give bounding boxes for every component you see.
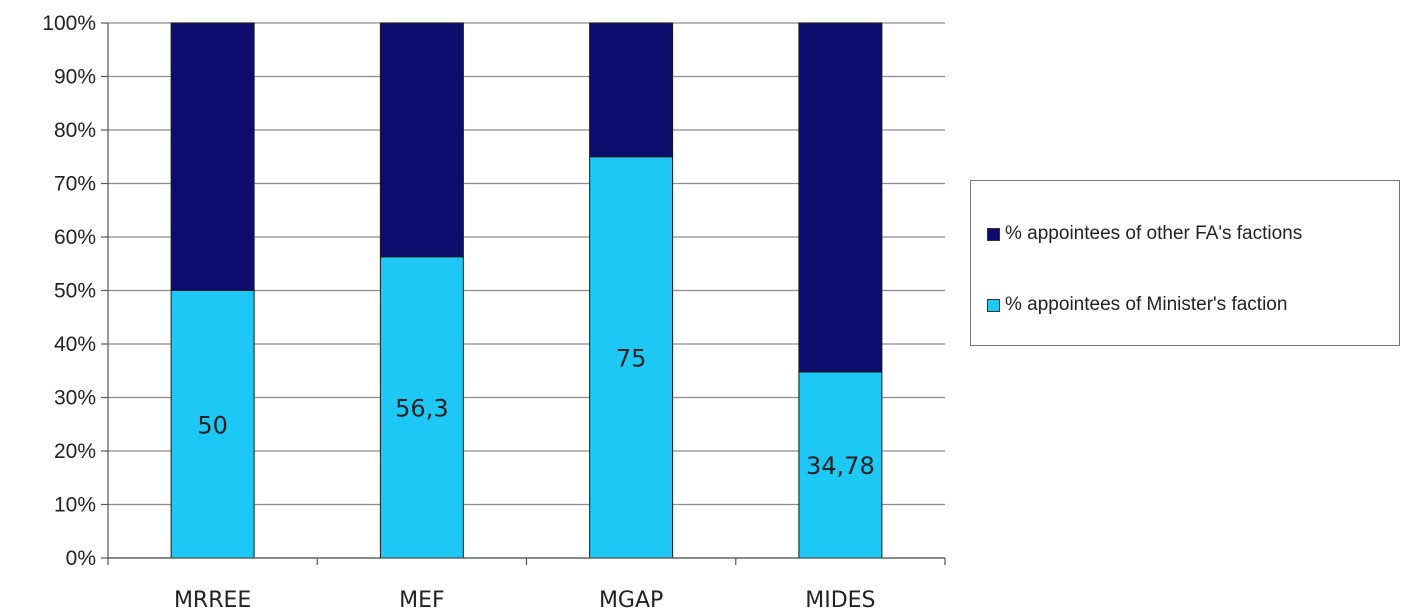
legend-label-other-factions: % appointees of other FA's factions <box>1005 223 1303 244</box>
data-label-mides: 34,78 <box>806 452 875 480</box>
x-category-label: MGAP <box>599 588 663 612</box>
stacked-bar-chart: 0%10%20%30%40%50%60%70%80%90%100% MRREE M… <box>42 12 946 612</box>
bar-segment-minister-faction-mides <box>798 371 883 559</box>
legend-item-other-factions: % appointees of other FA's factions <box>987 223 1302 245</box>
data-label-mrree: 50 <box>197 411 228 439</box>
category-labels: MRREE MEF MGAP MIDES <box>174 588 876 612</box>
y-tick-label: 100% <box>42 12 96 35</box>
y-tick-label: 50% <box>54 280 96 303</box>
y-tick-label: 70% <box>54 173 96 196</box>
bar-segment-other-factions-mrree <box>170 22 255 291</box>
y-tick-label: 80% <box>54 119 96 142</box>
data-labels: 50 56,3 75 34,78 <box>197 344 874 480</box>
x-category-label: MEF <box>399 588 445 612</box>
bar-segment-minister-faction-mgap <box>589 156 674 559</box>
legend-swatch-minister-faction <box>987 298 1000 312</box>
y-tick-label: 60% <box>54 226 96 249</box>
bar-segment-minister-faction-mef <box>379 256 464 559</box>
legend-swatch-other-factions <box>987 227 1000 241</box>
legend: % appointees of other FA's factions % ap… <box>970 180 1400 346</box>
y-tick-label: 20% <box>54 440 96 463</box>
legend-item-minister-faction: % appointees of Minister's faction <box>987 294 1287 316</box>
legend-label-minister-faction: % appointees of Minister's faction <box>1005 294 1288 315</box>
data-label-mgap: 75 <box>616 344 647 372</box>
bar-segment-other-factions-mgap <box>589 22 674 158</box>
x-category-label: MIDES <box>805 588 875 612</box>
y-tick-label: 40% <box>54 333 96 356</box>
y-tick-label: 90% <box>54 66 96 89</box>
y-tick-labels: 0% 10% 20% 30% 40% 50% 60% 70% 80% 90% 100% <box>42 12 96 570</box>
bars <box>170 22 883 559</box>
y-tick-label: 30% <box>54 387 96 410</box>
bar-segment-minister-faction-mrree <box>170 290 255 559</box>
axes <box>101 22 946 565</box>
bar-segment-other-factions-mef <box>379 22 464 258</box>
y-tick-label: 0% <box>66 547 96 570</box>
y-tick-label: 10% <box>54 494 96 517</box>
x-category-label: MRREE <box>174 588 251 612</box>
data-label-mef: 56,3 <box>395 394 448 422</box>
bar-segment-other-factions-mides <box>798 22 883 373</box>
